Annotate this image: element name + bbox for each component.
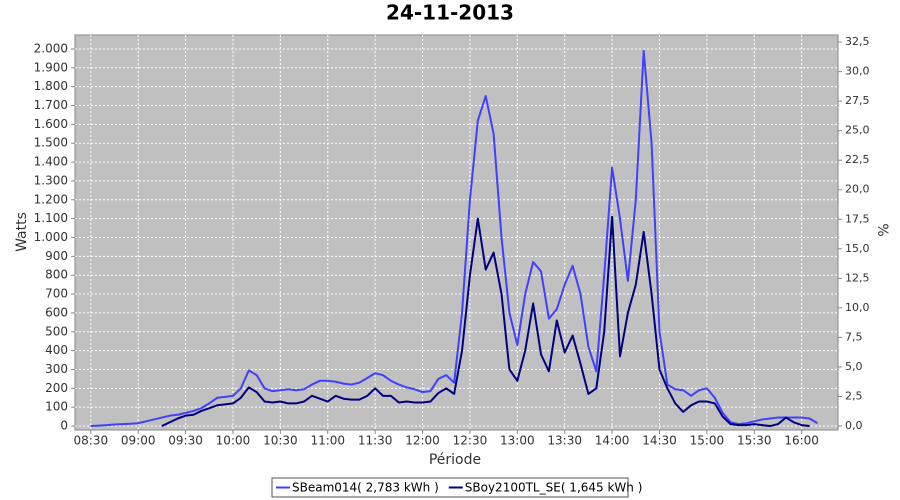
y-tick-label: 1.600 [34,117,68,131]
x-tick-label: 09:30 [168,434,203,448]
chart-title: 24-11-2013 [386,1,514,25]
y-tick-label: 100 [45,400,68,414]
y2-tick-label: 27,5 [845,94,870,107]
legend-label: SBeam014( 2,783 kWh ) [292,481,439,495]
y-tick-label: 700 [45,287,68,301]
y-tick-label: 1.000 [34,230,68,244]
y2-tick-label: 22,5 [845,153,870,166]
x-tick-label: 10:30 [263,434,298,448]
y-tick-label: 0 [60,419,68,433]
x-tick-label: 09:00 [121,434,156,448]
x-tick-label: 16:00 [784,434,819,448]
x-tick-label: 15:30 [737,434,772,448]
x-tick-label: 13:30 [547,434,582,448]
x-tick-label: 12:00 [405,434,440,448]
x-tick-label: 10:00 [216,434,251,448]
x-tick-label: 14:30 [642,434,677,448]
legend-label: SBoy2100TL_SE( 1,645 kWh ) [465,481,643,495]
y-tick-label: 1.100 [34,211,68,225]
y-tick-label: 800 [45,268,68,282]
series-line [161,215,810,428]
y-tick-label: 1.500 [34,136,68,150]
x-tick-label: 08:30 [74,434,109,448]
y-tick-label: 1.200 [34,192,68,206]
y2-tick-label: 7,5 [845,330,863,343]
y2-tick-label: 10,0 [845,301,870,314]
y-tick-label: 200 [45,381,68,395]
y-tick-label: 900 [45,249,68,263]
y-tick-label: 300 [45,362,68,376]
x-tick-label: 12:30 [453,434,488,448]
y-tick-label: 500 [45,324,68,338]
y2-tick-label: 5,0 [845,360,863,373]
x-tick-label: 14:00 [595,434,630,448]
y2-tick-label: 17,5 [845,212,870,225]
x-tick-label: 15:00 [690,434,725,448]
y-tick-label: 600 [45,305,68,319]
y2-tick-label: 20,0 [845,183,870,196]
plot-area [74,34,839,431]
y-tick-label: 1.700 [34,98,68,112]
x-axis-label: Période [429,452,481,468]
y-axis-label: Watts [14,212,30,252]
x-tick-label: 11:00 [310,434,345,448]
y-tick-label: 400 [45,343,68,357]
y2-tick-label: 32,5 [845,35,870,48]
y-tick-label: 2.000 [34,41,68,55]
x-tick-label: 11:30 [358,434,393,448]
y-tick-label: 1.800 [34,79,68,93]
y2-axis-label: % [874,223,890,236]
y-tick-label: 1.900 [34,60,68,74]
y2-tick-label: 25,0 [845,124,870,137]
y2-tick-label: 15,0 [845,242,870,255]
y2-tick-label: 0,0 [845,419,863,432]
y2-tick-label: 2,5 [845,389,863,402]
series-line [90,49,818,428]
x-tick-label: 13:00 [500,434,535,448]
y-tick-label: 1.400 [34,155,68,169]
y2-tick-label: 30,0 [845,65,870,78]
y2-tick-label: 12,5 [845,271,870,284]
y-tick-label: 1.300 [34,173,68,187]
